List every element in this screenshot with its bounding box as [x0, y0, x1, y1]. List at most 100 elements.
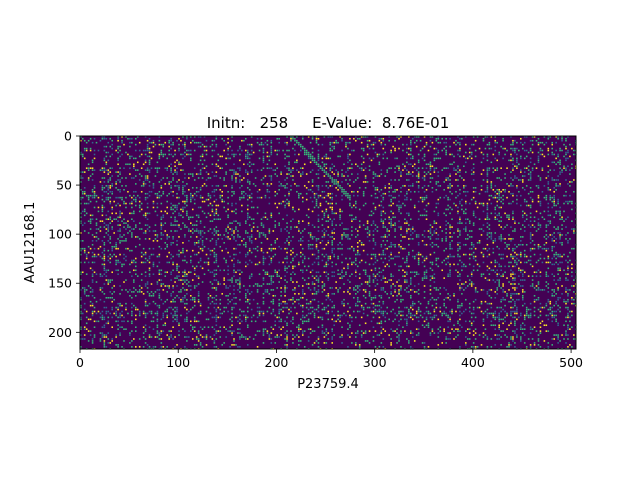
heatmap-cell [109, 218, 112, 221]
heatmap-cell [298, 208, 300, 211]
heatmap-cell [305, 192, 308, 195]
heatmap-cell [555, 185, 557, 187]
heatmap-cell [463, 283, 465, 285]
heatmap-cell [413, 206, 416, 209]
heatmap-cell [417, 261, 420, 264]
heatmap-cell [500, 196, 502, 199]
heatmap-cell [478, 228, 481, 230]
heatmap-cell [327, 187, 330, 189]
heatmap-cell [400, 212, 402, 215]
heatmap-cell [537, 247, 540, 250]
heatmap-cell [207, 204, 210, 207]
heatmap-cell [396, 298, 398, 301]
heatmap-cell [135, 236, 137, 238]
heatmap-cell [174, 220, 176, 222]
heatmap-cell [176, 208, 178, 211]
heatmap-cell [215, 185, 218, 187]
heatmap-cell [133, 210, 135, 213]
heatmap-cell [370, 253, 373, 256]
heatmap-cell [417, 185, 420, 187]
heatmap-cell [150, 283, 153, 285]
heatmap-cell [384, 253, 387, 256]
heatmap-cell [87, 194, 90, 197]
heatmap-cell [525, 185, 528, 187]
heatmap-cell [197, 261, 200, 264]
heatmap-cell [250, 153, 253, 156]
heatmap-cell [119, 179, 121, 181]
heatmap-cell [168, 181, 170, 183]
heatmap-cell [472, 243, 475, 246]
heatmap-cell [144, 175, 147, 177]
heatmap-cell [386, 240, 389, 242]
heatmap-cell [508, 300, 510, 303]
heatmap-cell [156, 171, 159, 173]
heatmap-cell [431, 304, 434, 307]
heatmap-cell [186, 204, 188, 207]
heatmap-cell [315, 271, 318, 274]
heatmap-cell [520, 179, 522, 181]
heatmap-cell [480, 228, 483, 230]
heatmap-cell [362, 224, 365, 226]
heatmap-cell [148, 238, 151, 240]
heatmap-cell [372, 147, 375, 150]
heatmap-cell [152, 293, 155, 295]
heatmap-cell [144, 136, 147, 138]
heatmap-cell [101, 287, 104, 289]
heatmap-cell [527, 179, 530, 181]
heatmap-cell [178, 161, 180, 164]
heatmap-cell [91, 169, 94, 171]
heatmap-cell [231, 234, 233, 236]
heatmap-cell [201, 267, 204, 270]
heatmap-cell [529, 171, 532, 173]
heatmap-cell [516, 298, 518, 301]
heatmap-cell [286, 187, 288, 189]
heatmap-cell [211, 296, 214, 299]
heatmap-cell [211, 204, 214, 207]
heatmap-cell [486, 179, 489, 181]
heatmap-cell [378, 275, 381, 277]
heatmap-cell [97, 228, 100, 230]
heatmap-cell [223, 257, 225, 260]
heatmap-cell [514, 228, 516, 230]
heatmap-cell [349, 281, 351, 283]
heatmap-cell [298, 141, 300, 144]
heatmap-cell [207, 230, 210, 232]
heatmap-cell [178, 279, 180, 281]
heatmap-cell [131, 228, 133, 230]
heatmap-cell [565, 287, 567, 289]
heatmap-cell [435, 232, 438, 234]
heatmap-cell [288, 149, 290, 152]
heatmap-cell [417, 300, 420, 303]
heatmap-cell [514, 287, 516, 289]
heatmap-cell [341, 181, 343, 183]
heatmap-cell [445, 194, 447, 197]
heatmap-cell [551, 238, 554, 240]
heatmap-cell [239, 181, 241, 183]
heatmap-cell [231, 222, 233, 224]
heatmap-cell [331, 306, 334, 309]
heatmap-cell [488, 218, 491, 221]
heatmap-cell [415, 145, 418, 148]
heatmap-cell [445, 289, 447, 291]
heatmap-cell [445, 228, 447, 230]
heatmap-cell [476, 291, 479, 293]
heatmap-cell [341, 198, 343, 201]
heatmap-cell [559, 159, 561, 162]
heatmap-cell [368, 277, 371, 279]
heatmap-cell [174, 210, 176, 213]
heatmap-cell [398, 251, 400, 254]
heatmap-cell [482, 169, 485, 171]
heatmap-cell [231, 228, 233, 230]
heatmap-cell [565, 157, 567, 160]
heatmap-cell [410, 143, 412, 146]
heatmap-cell [250, 275, 253, 277]
heatmap-cell [182, 298, 184, 301]
heatmap-cell [427, 302, 430, 305]
heatmap-cell [146, 224, 149, 226]
heatmap-cell [529, 196, 532, 199]
heatmap-cell [504, 177, 506, 179]
heatmap-cell [227, 295, 229, 297]
heatmap-cell [154, 230, 157, 232]
heatmap-cell [520, 169, 522, 171]
heatmap-cell [547, 147, 550, 150]
